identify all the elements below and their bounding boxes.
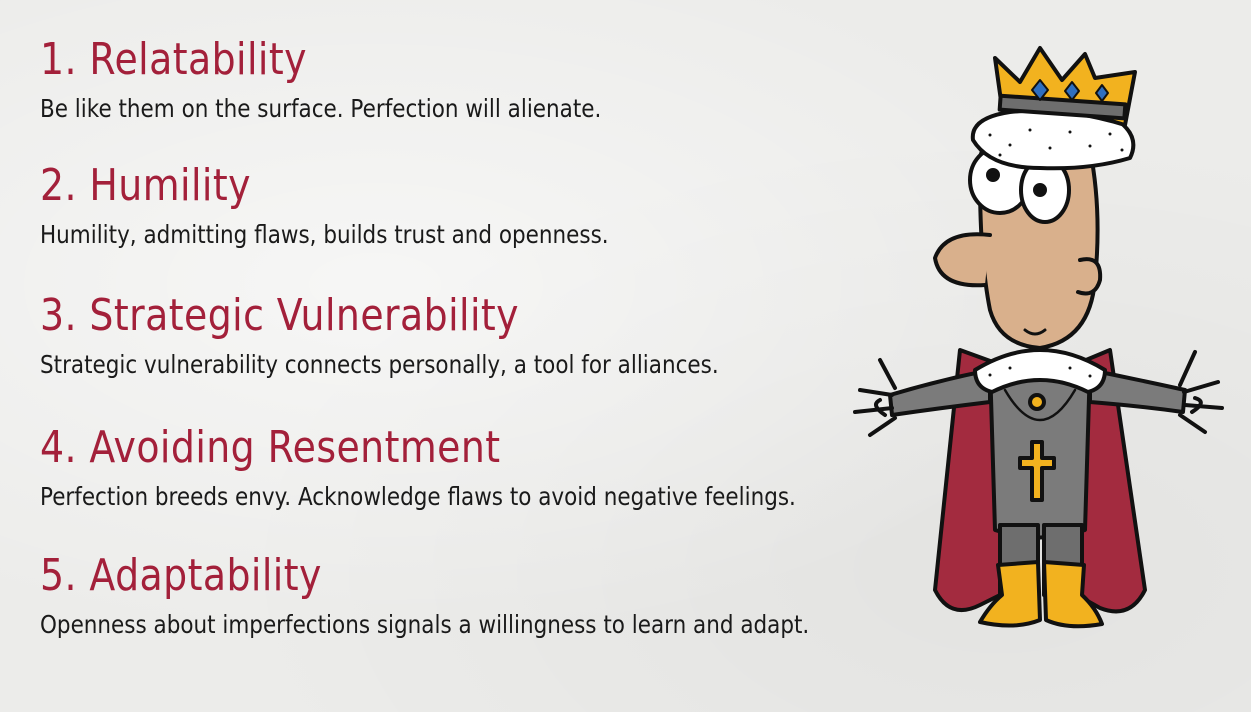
point-title: 4. Avoiding Resentment xyxy=(40,422,501,473)
point-description: Humility, admitting flaws, builds trust … xyxy=(40,220,609,249)
point-humility: 2. Humility Humility, admitting flaws, b… xyxy=(40,160,701,249)
cross-icon xyxy=(1018,440,1056,502)
point-avoiding-resentment: 4. Avoiding Resentment Perfection breeds… xyxy=(40,422,919,511)
fur-dots xyxy=(988,128,1124,378)
necklace-clasp xyxy=(1028,393,1046,411)
right-hand xyxy=(1178,350,1224,434)
nose xyxy=(933,232,992,288)
right-pupil xyxy=(1033,183,1047,197)
right-arm xyxy=(1088,368,1187,414)
left-arm xyxy=(888,368,992,417)
cartoon-king-illustration xyxy=(853,46,1224,629)
right-boot xyxy=(1042,560,1104,629)
point-description: Openness about imperfections signals a w… xyxy=(40,610,810,639)
left-hand xyxy=(853,358,897,437)
point-adaptability: 5. Adaptability Openness about imperfect… xyxy=(40,550,934,639)
point-title: 5. Adaptability xyxy=(40,550,322,601)
point-title: 3. Strategic Vulnerability xyxy=(40,290,520,341)
gem-icon xyxy=(1064,81,1080,101)
gem-icon xyxy=(1095,84,1109,102)
left-pupil xyxy=(986,168,1000,182)
gem-icon xyxy=(1031,79,1049,101)
point-description: Be like them on the surface. Perfection … xyxy=(40,94,602,123)
point-title: 2. Humility xyxy=(40,160,251,211)
point-description: Perfection breeds envy. Acknowledge flaw… xyxy=(40,482,796,511)
necklace xyxy=(1003,388,1077,422)
point-relatability: 1. Relatability Be like them on the surf… xyxy=(40,34,693,123)
fur-collar xyxy=(973,348,1107,394)
mouth xyxy=(1023,328,1047,336)
left-boot xyxy=(978,560,1042,628)
ear xyxy=(1076,257,1103,296)
point-description: Strategic vulnerability connects persona… xyxy=(40,350,719,379)
point-title: 1. Relatability xyxy=(40,34,307,85)
point-strategic-vulnerability: 3. Strategic Vulnerability Strategic vul… xyxy=(40,290,829,379)
crown-band xyxy=(997,93,1128,121)
